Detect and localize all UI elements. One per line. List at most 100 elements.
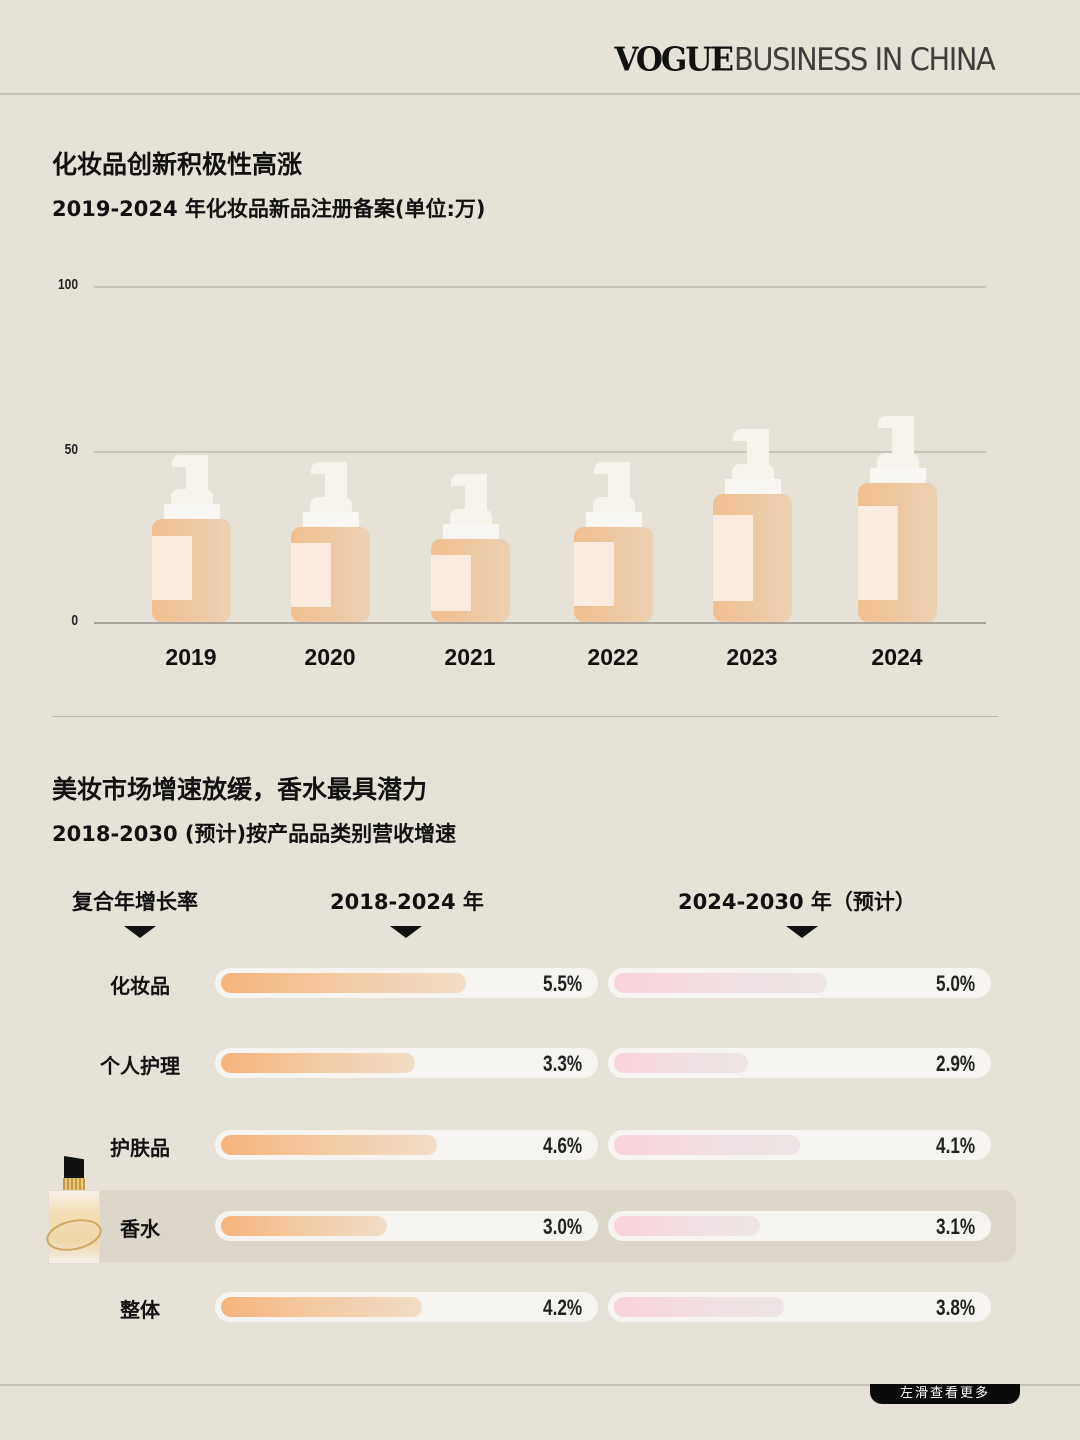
bar-fill <box>614 1216 760 1236</box>
perfume-neck <box>63 1178 85 1190</box>
gridline <box>94 451 986 453</box>
bar-track-2018-2024: 5.5% <box>215 968 598 998</box>
bottle-body <box>152 519 231 622</box>
perfume-glass <box>48 1190 100 1264</box>
section2-subtitle: 2018-2030 (预计)按产品品类别营收增速 <box>52 822 457 846</box>
bar-track-2024-2030: 2.9% <box>608 1048 991 1078</box>
bottle-label <box>152 536 192 600</box>
bar-fill <box>614 973 827 993</box>
category-label: 整体 <box>120 1298 160 1322</box>
perfume-cap <box>64 1156 84 1178</box>
growth-value: 4.2% <box>542 1295 582 1320</box>
growth-value: 3.1% <box>935 1214 975 1239</box>
down-triangle-icon <box>390 926 422 938</box>
bottle-collar <box>302 512 359 527</box>
bottle-label <box>858 506 898 600</box>
bar-track-2018-2024: 3.0% <box>215 1211 598 1241</box>
bottle-label <box>574 542 614 606</box>
bar-fill <box>221 1297 422 1317</box>
footer-divider <box>0 1384 1080 1386</box>
y-tick-label: 50 <box>64 441 78 458</box>
x-axis-year-label: 2019 <box>165 644 217 670</box>
logo-business-in-china: BUSINESS IN CHINA <box>734 42 996 78</box>
bottle-body <box>713 494 792 622</box>
bar-track-2024-2030: 4.1% <box>608 1130 991 1160</box>
pump-nozzle <box>310 462 331 474</box>
x-axis-year-label: 2020 <box>304 644 356 670</box>
category-label: 香水 <box>120 1217 160 1241</box>
bottle-body <box>574 527 653 622</box>
bottle-bar-2020 <box>291 462 370 622</box>
pump-nozzle <box>450 474 471 486</box>
gridline <box>94 286 986 288</box>
pump-base <box>309 497 352 512</box>
bottle-label <box>431 555 471 611</box>
growth-value: 5.5% <box>542 971 582 996</box>
column-header-2018-2024: 2018-2024 年 <box>330 890 484 914</box>
bottle-collar <box>585 512 642 527</box>
x-axis-year-label: 2021 <box>444 644 496 670</box>
pump-nozzle <box>877 416 898 428</box>
growth-value: 3.8% <box>935 1295 975 1320</box>
bottle-body <box>431 539 510 622</box>
perfume-bottle-image <box>43 1156 105 1264</box>
bar-track-2024-2030: 3.8% <box>608 1292 991 1322</box>
bottle-collar <box>163 504 220 519</box>
section1-title: 化妆品创新积极性高涨 <box>52 150 303 179</box>
section-divider <box>52 716 998 717</box>
category-label: 化妆品 <box>110 974 170 998</box>
bottle-bar-2019 <box>152 455 231 622</box>
bottle-body <box>858 483 937 622</box>
growth-value: 4.1% <box>935 1133 975 1158</box>
category-label: 个人护理 <box>100 1054 180 1078</box>
pump-base <box>731 464 774 479</box>
bar-fill <box>221 1216 387 1236</box>
header: VOGUE BUSINESS IN CHINA <box>0 0 1080 95</box>
pump-nozzle <box>732 429 753 441</box>
pump-nozzle <box>593 462 614 474</box>
column-header-2024-2030: 2024-2030 年（预计） <box>678 890 916 914</box>
gridline <box>94 622 986 624</box>
bar-fill <box>614 1053 748 1073</box>
growth-value: 4.6% <box>542 1133 582 1158</box>
bar-track-2018-2024: 3.3% <box>215 1048 598 1078</box>
section2-title: 美妆市场增速放缓，香水最具潜力 <box>52 775 428 804</box>
growth-value: 3.3% <box>542 1051 582 1076</box>
logo-vogue: VOGUE <box>614 41 734 79</box>
bottle-bar-2021 <box>431 474 510 622</box>
y-tick-label: 0 <box>71 612 78 629</box>
x-axis-year-label: 2022 <box>587 644 639 670</box>
pump-nozzle <box>171 455 192 467</box>
bar-track-2018-2024: 4.6% <box>215 1130 598 1160</box>
pump-base <box>170 489 213 504</box>
bar-track-2024-2030: 3.1% <box>608 1211 991 1241</box>
growth-value: 5.0% <box>935 971 975 996</box>
category-label: 护肤品 <box>110 1136 170 1160</box>
bottle-collar <box>869 468 926 483</box>
bottle-collar <box>442 524 499 539</box>
vogue-business-logo: VOGUE BUSINESS IN CHINA <box>614 41 1014 79</box>
down-triangle-icon <box>124 926 156 938</box>
bottle-bar-2024 <box>858 416 937 622</box>
down-triangle-icon <box>786 926 818 938</box>
bottle-label <box>291 543 331 607</box>
bottle-label <box>713 515 753 601</box>
bottle-body <box>291 527 370 622</box>
bar-fill <box>614 1135 800 1155</box>
pump-base <box>449 509 492 524</box>
pump-base <box>592 497 635 512</box>
column-header-cagr: 复合年增长率 <box>72 890 198 914</box>
bottle-bar-chart: 100 50 0 2019 2020 2021 2022 2023 2024 <box>0 270 1080 690</box>
section1-subtitle: 2019-2024 年化妆品新品注册备案(单位:万) <box>52 197 486 221</box>
bar-track-2018-2024: 4.2% <box>215 1292 598 1322</box>
bar-fill <box>221 1053 415 1073</box>
x-axis-year-label: 2023 <box>726 644 778 670</box>
bar-track-2024-2030: 5.0% <box>608 968 991 998</box>
bottle-bar-2023 <box>713 429 792 622</box>
bottle-bar-2022 <box>574 462 653 622</box>
bottle-collar <box>724 479 781 494</box>
swipe-for-more-button[interactable]: 左滑查看更多 <box>870 1384 1020 1404</box>
bar-fill <box>221 973 466 993</box>
bar-fill <box>221 1135 437 1155</box>
x-axis-year-label: 2024 <box>871 644 923 670</box>
